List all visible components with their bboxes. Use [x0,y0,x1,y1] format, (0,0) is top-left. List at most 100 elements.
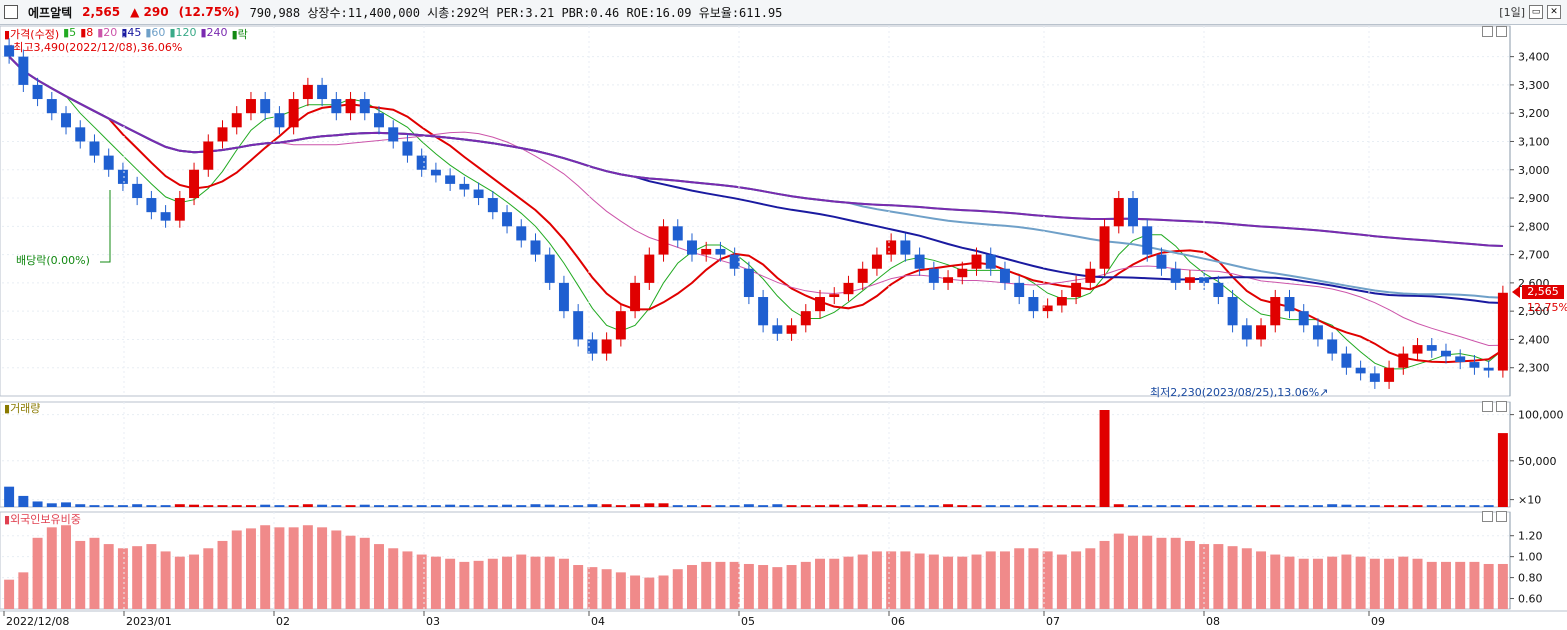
candle-body [644,254,655,283]
foreign-bar [914,553,925,609]
candle-body [743,268,754,298]
candle-body [473,189,484,199]
legend-item[interactable]: ▮8 [80,26,94,39]
candle-body [1455,356,1466,363]
legend-item[interactable]: ▮가격(수정) [4,28,60,41]
volume-bar [1369,505,1380,507]
candle-body [1256,325,1267,340]
foreign-bar [644,577,655,609]
legend-item[interactable]: ▮120 [169,26,197,39]
candle-body [117,169,128,184]
foreign-bar [800,561,811,609]
candle-body [943,277,954,283]
price-pane-buttons [1482,26,1507,37]
foreign-bar [4,579,15,609]
legend-item[interactable]: ▮5 [63,26,77,39]
foreign-bar [203,548,214,609]
foreign-bar [1014,548,1025,609]
candle-body [1099,226,1110,269]
current-price: 2,565 [82,5,121,19]
foreign-bar [1426,561,1437,609]
foreign-bar [1113,533,1124,609]
legend-item[interactable]: ▮락 [231,28,248,41]
foreign-bar [317,527,328,609]
foreign-bar [658,575,669,609]
candle-body [487,198,498,213]
last-pct-text: 12.75% [1527,301,1567,314]
candle-body [1327,339,1338,354]
foreign-bar [132,546,143,609]
pane-close-icon[interactable] [1496,26,1507,37]
candle-body [1497,292,1508,371]
y-tick-label: 2,700 [1518,249,1550,262]
candle-body [1412,345,1423,354]
x-axis: 2022/12/08 2023/01 02 03 04 05 06 07 08 09 [0,26,1567,628]
y-tick-label: 2,300 [1518,362,1550,375]
foreign-bar [544,556,555,609]
foreign-bar [1241,548,1252,609]
legend-item[interactable]: ▮240 [200,26,228,39]
volume-bar [886,505,897,507]
foreign-bar [871,551,882,609]
candle-body [758,297,769,326]
pane-restore-icon[interactable] [1482,511,1493,522]
volume-bar [103,505,114,507]
foreign-bar [815,558,825,609]
candle-body [359,99,370,114]
stock-info: 790,988 상장수:11,400,000 시총:292억 PER:3.21 … [249,5,783,20]
volume-bar [1213,505,1224,507]
candle-body [999,268,1010,283]
candle-body [374,113,384,128]
volume-bar [658,503,669,507]
candle-body [1113,198,1124,227]
volume-bar [374,505,384,507]
foreign-bar [1042,551,1053,609]
last-price-text: 2,565 [1527,285,1559,298]
legend-item[interactable]: ▮60 [145,26,166,39]
x-tick-label: 03 [426,615,440,628]
foreign-bar [1028,548,1039,609]
pane-close-icon[interactable] [1496,511,1507,522]
foreign-bar [245,528,256,609]
foreign-bar [89,537,100,609]
candle-body [530,240,541,255]
foreign-bar [388,548,399,609]
legend-item[interactable]: ▮20 [97,26,118,39]
volume-bar [502,504,513,507]
volume-bar [445,504,456,507]
pane-restore-icon[interactable] [1482,26,1493,37]
volume-bar [1298,505,1309,507]
candle-body [1085,268,1096,283]
volume-pane: ×10 50,000 100,000 [0,401,1564,508]
pane-frame [0,25,1511,397]
minimize-icon[interactable]: ▭ [1529,5,1543,19]
volume-bar [203,505,214,507]
foreign-bar [1156,537,1167,609]
candle-body [189,169,200,199]
foreign-bar [943,556,954,609]
foreign-bar [260,525,271,609]
foreign-marker-icon: ▮ [4,513,11,526]
volume-bar [430,505,441,507]
volume-bar [1327,504,1338,507]
volume-bar [32,501,43,507]
legend-item[interactable]: ▮45 [121,26,142,39]
close-icon[interactable]: ✕ [1547,5,1561,19]
pane-close-icon[interactable] [1496,401,1507,412]
select-checkbox[interactable] [4,5,18,19]
period-selector[interactable]: [1일] [1499,6,1525,19]
candle-body [701,248,712,255]
candle-body [857,268,868,283]
foreign-pane-buttons [1482,511,1507,522]
foreign-bar [1284,556,1295,609]
volume-bar [288,505,299,507]
candle-body [288,99,299,128]
volume-bar [587,504,598,507]
stock-name[interactable]: 에프알텍 [28,5,73,20]
foreign-bar [302,525,313,609]
candle-body [231,113,242,128]
foreign-bar [1327,556,1338,609]
volume-bar [1099,410,1110,507]
pane-restore-icon[interactable] [1482,401,1493,412]
foreign-bar [274,527,285,609]
